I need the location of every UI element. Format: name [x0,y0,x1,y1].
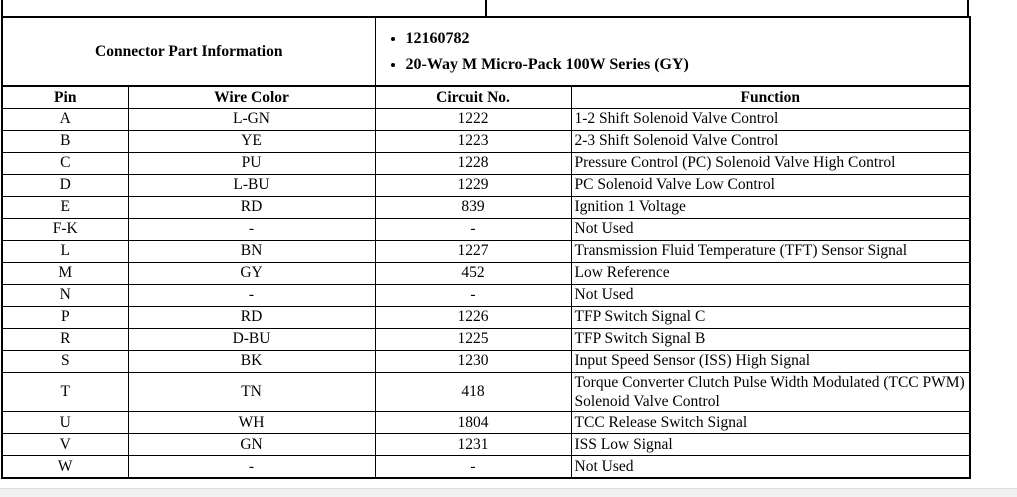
table-row: U WH 1804 TCC Release Switch Signal [1,411,971,435]
circuit-no-cell: 839 [374,195,572,219]
column-header-wire-color: Wire Color [127,85,376,109]
function-cell: Input Speed Sensor (ISS) High Signal [570,349,971,373]
wire-color-cell: - [127,455,376,479]
table-row: S BK 1230 Input Speed Sensor (ISS) High Sig… [1,349,971,373]
wire-color-cell: TN [127,371,376,413]
function-cell: Low Reference [570,261,971,285]
pin-cell: F-K [1,217,129,241]
circuit-no-cell: 1231 [374,433,572,457]
wire-color-cell: BK [127,349,376,373]
circuit-no-cell: - [374,217,572,241]
table-row: B YE 1223 2-3 Shift Solenoid Valve Control [1,129,971,153]
function-cell: Ignition 1 Voltage [570,195,971,219]
table-row: E RD 839 Ignition 1 Voltage [1,195,971,219]
circuit-no-cell: 1227 [374,239,572,263]
circuit-no-cell: 1228 [374,151,572,175]
connector-series-description: 20-Way M Micro-Pack 100W Series (GY) [406,55,967,75]
wire-color-cell: RD [127,195,376,219]
wire-color-cell: L-GN [127,107,376,131]
column-header-pin: Pin [1,85,129,109]
circuit-no-cell: 1229 [374,173,572,197]
wire-color-cell: PU [127,151,376,175]
function-cell: PC Solenoid Valve Low Control [570,173,971,197]
connector-part-information-label: Connector Part Information [1,16,376,87]
function-cell: TFP Switch Signal C [570,305,971,329]
table-row: T TN 418 Torque Converter Clutch Pulse Widt… [1,371,971,413]
pin-cell: M [1,261,129,285]
table-row: R D-BU 1225 TFP Switch Signal B [1,327,971,351]
horizontal-scrollbar-track[interactable] [0,488,1017,497]
table-row: W - - Not Used [1,455,971,479]
function-cell: TFP Switch Signal B [570,327,971,351]
connector-part-number: 12160782 [406,29,967,49]
table-row: C PU 1228 Pressure Control (PC) Solenoid Va… [1,151,971,175]
table-row: L BN 1227 Transmission Fluid Temperature (T… [1,239,971,263]
column-header-row: Pin Wire Color Circuit No. Function [1,85,971,109]
function-cell: Torque Converter Clutch Pulse Width Modu… [570,371,971,413]
pin-cell: P [1,305,129,329]
wire-color-cell: BN [127,239,376,263]
pin-cell: C [1,151,129,175]
pin-cell: U [1,411,129,435]
function-cell: Pressure Control (PC) Solenoid Valve Hig… [570,151,971,175]
pin-cell: D [1,173,129,197]
connector-info-row: Connector Part Information 12160782 20-W… [1,16,971,87]
pin-cell: T [1,371,129,413]
connector-details-list: 12160782 20-Way M Micro-Pack 100W Series… [379,29,967,75]
pinout-rows: A L-GN 1222 1-2 Shift Solenoid Valve Contro… [1,107,971,479]
circuit-no-cell: 1223 [374,129,572,153]
table-row: M GY 452 Low Reference [1,261,971,285]
circuit-no-cell: 1225 [374,327,572,351]
wire-color-cell: GN [127,433,376,457]
table-row: A L-GN 1222 1-2 Shift Solenoid Valve Contro… [1,107,971,131]
previous-row-cutoff [1,0,969,16]
table-row: V GN 1231 ISS Low Signal [1,433,971,457]
function-cell: Not Used [570,455,971,479]
wire-color-cell: YE [127,129,376,153]
pin-cell: B [1,129,129,153]
pin-cell: N [1,283,129,307]
table-row: F-K - - Not Used [1,217,971,241]
previous-row-column-divider [485,0,487,16]
circuit-no-cell: - [374,283,572,307]
pin-cell: V [1,433,129,457]
function-cell: TCC Release Switch Signal [570,411,971,435]
wire-color-cell: D-BU [127,327,376,351]
circuit-no-cell: 1222 [374,107,572,131]
pin-cell: S [1,349,129,373]
wire-color-cell: WH [127,411,376,435]
connector-details-cell: 12160782 20-Way M Micro-Pack 100W Series… [374,16,971,87]
circuit-no-cell: 452 [374,261,572,285]
wire-color-cell: - [127,283,376,307]
circuit-no-cell: - [374,455,572,479]
wire-color-cell: RD [127,305,376,329]
table-row: D L-BU 1229 PC Solenoid Valve Low Control [1,173,971,197]
pin-cell: L [1,239,129,263]
column-header-function: Function [570,85,971,109]
pin-cell: A [1,107,129,131]
function-cell: Transmission Fluid Temperature (TFT) Sen… [570,239,971,263]
function-cell: Not Used [570,217,971,241]
function-cell: Not Used [570,283,971,307]
function-cell: ISS Low Signal [570,433,971,457]
function-cell: 1-2 Shift Solenoid Valve Control [570,107,971,131]
circuit-no-cell: 1804 [374,411,572,435]
column-header-circuit-no: Circuit No. [374,85,572,109]
pin-cell: E [1,195,129,219]
circuit-no-cell: 1226 [374,305,572,329]
table-row: N - - Not Used [1,283,971,307]
wire-color-cell: GY [127,261,376,285]
wire-color-cell: L-BU [127,173,376,197]
circuit-no-cell: 418 [374,371,572,413]
wire-color-cell: - [127,217,376,241]
connector-pinout-table: Connector Part Information 12160782 20-W… [1,16,972,479]
circuit-no-cell: 1230 [374,349,572,373]
table-row: P RD 1226 TFP Switch Signal C [1,305,971,329]
pin-cell: W [1,455,129,479]
function-cell: 2-3 Shift Solenoid Valve Control [570,129,971,153]
pin-cell: R [1,327,129,351]
